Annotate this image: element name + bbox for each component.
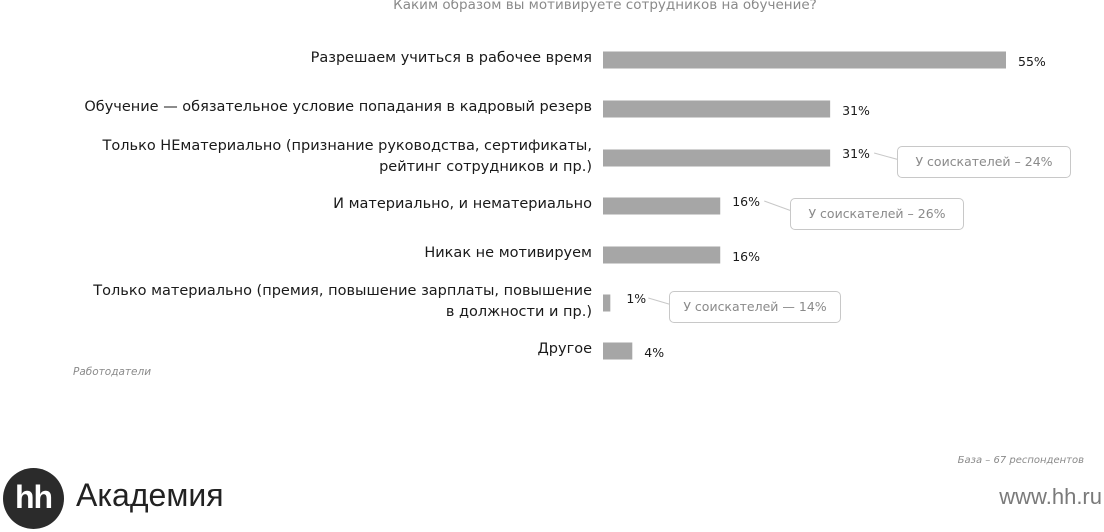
value-label-1: 31% xyxy=(842,103,870,118)
logo-text: Академия xyxy=(76,477,224,513)
website-link[interactable]: www.hh.ru xyxy=(999,484,1102,509)
bar-1 xyxy=(603,100,831,118)
chart-title: Каким образом вы мотивируете сотрудников… xyxy=(393,0,817,13)
bar-0 xyxy=(603,51,1006,69)
bar-5 xyxy=(603,294,611,312)
category-label-0: Разрешаем учиться в рабочее время xyxy=(311,48,592,69)
category-label-line: Другое xyxy=(537,341,592,357)
category-label-2: Только НЕматериально (признание руководс… xyxy=(103,136,592,178)
category-label-4: Никак не мотивируем xyxy=(424,243,592,264)
callout-1: У соискателей – 26% xyxy=(790,198,964,230)
category-label-line: Разрешаем учиться в рабочее время xyxy=(310,50,592,66)
callout-2: У соискателей — 14% xyxy=(669,291,841,323)
category-label-line: И материально, и нематериально xyxy=(333,196,592,212)
callout-0: У соискателей – 24% xyxy=(897,146,1071,178)
value-label-6: 4% xyxy=(644,345,665,360)
value-label-2: 31% xyxy=(842,146,870,161)
category-label-6: Другое xyxy=(537,339,592,360)
bar-4 xyxy=(603,246,721,264)
bar-2 xyxy=(603,149,831,167)
value-label-5: 1% xyxy=(626,291,647,306)
bar-6 xyxy=(603,342,633,360)
bar-3 xyxy=(603,197,721,215)
value-label-0: 55% xyxy=(1018,54,1046,69)
series-label: Работодатели xyxy=(73,366,152,378)
category-label-3: И материально, и нематериально xyxy=(333,194,592,215)
hh-logo-icon: hh xyxy=(3,468,64,529)
category-label-line: в должности и пр.) xyxy=(445,303,592,320)
category-label-line: Только материально (премия, повышение за… xyxy=(93,282,592,299)
category-label-line: рейтинг сотрудников и пр.) xyxy=(379,158,592,175)
category-label-line: Только НЕматериально (признание руководс… xyxy=(102,137,592,154)
category-label-1: Обучение — обязательное условие попадани… xyxy=(84,97,592,118)
category-label-5: Только материально (премия, повышение за… xyxy=(93,281,592,323)
value-label-4: 16% xyxy=(732,249,761,264)
category-label-line: Обучение — обязательное условие попадани… xyxy=(84,99,592,115)
base-note: База – 67 респондентов xyxy=(957,455,1084,466)
value-label-3: 16% xyxy=(732,194,761,209)
category-label-line: Никак не мотивируем xyxy=(424,245,592,261)
